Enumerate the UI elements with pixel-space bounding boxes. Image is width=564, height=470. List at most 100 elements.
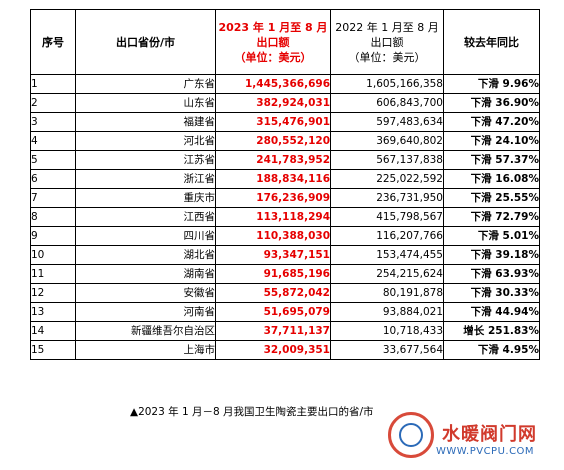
table-row: 11 湖南省 91,685,196 254,215,624 下滑 63.93% [30,264,540,284]
watermark-logo-icon [388,412,434,458]
row-province: 江苏省 [75,150,216,170]
row-index: 3 [30,112,76,132]
row-export-2022: 606,843,700 [330,93,444,113]
row-index: 12 [30,283,76,303]
row-export-2023: 280,552,120 [215,131,331,151]
row-index: 8 [30,207,76,227]
header-2022: 2022 年 1 月至 8 月 出口额 （单位：美元） [330,9,444,75]
row-index: 2 [30,93,76,113]
row-yoy-change: 下滑 44.94% [443,302,540,322]
export-table: 序号 出口省份/市 2023 年 1 月至 8 月 出口额 （单位：美元） 20… [30,9,540,360]
row-export-2023: 188,834,116 [215,169,331,189]
table-row: 7 重庆市 176,236,909 236,731,950 下滑 25.55% [30,188,540,208]
row-export-2022: 415,798,567 [330,207,444,227]
row-province: 湖南省 [75,264,216,284]
header-2022-line3: （单位：美元） [348,50,426,64]
row-index: 4 [30,131,76,151]
row-yoy-change: 下滑 39.18% [443,245,540,265]
row-export-2022: 369,640,802 [330,131,444,151]
row-province: 安徽省 [75,283,216,303]
row-index: 14 [30,321,76,341]
row-province: 河南省 [75,302,216,322]
table-row: 14 新疆维吾尔自治区 37,711,137 10,718,433 增长 251.83% [30,321,540,341]
table-row: 10 湖北省 93,347,151 153,474,455 下滑 39.18% [30,245,540,265]
row-yoy-change: 下滑 5.01% [443,226,540,246]
row-export-2023: 93,347,151 [215,245,331,265]
table-caption: ▲2023 年 1 月－8 月我国卫生陶瓷主要出口的省/市 [130,406,374,418]
row-export-2022: 236,731,950 [330,188,444,208]
row-export-2022: 116,207,766 [330,226,444,246]
row-province: 广东省 [75,74,216,94]
row-index: 15 [30,340,76,360]
table-row: 12 安徽省 55,872,042 80,191,878 下滑 30.33% [30,283,540,303]
row-yoy-change: 下滑 24.10% [443,131,540,151]
row-export-2023: 1,445,366,696 [215,74,331,94]
row-export-2023: 241,783,952 [215,150,331,170]
table-row: 9 四川省 110,388,030 116,207,766 下滑 5.01% [30,226,540,246]
table-row: 5 江苏省 241,783,952 567,137,838 下滑 57.37% [30,150,540,170]
header-2023-line3: （单位：美元） [234,50,312,64]
row-export-2022: 1,605,166,358 [330,74,444,94]
row-index: 13 [30,302,76,322]
row-yoy-change: 下滑 47.20% [443,112,540,132]
header-2022-line1: 2022 年 1 月至 8 月 [335,20,439,34]
header-province: 出口省份/市 [75,9,216,75]
row-province: 新疆维吾尔自治区 [75,321,216,341]
header-2022-line2: 出口额 [370,35,404,49]
row-export-2022: 10,718,433 [330,321,444,341]
row-yoy-change: 下滑 63.93% [443,264,540,284]
row-province: 山东省 [75,93,216,113]
table-row: 8 江西省 113,118,294 415,798,567 下滑 72.79% [30,207,540,227]
row-yoy-change: 下滑 4.95% [443,340,540,360]
watermark-site-url: WWW.PVCPU.COM [436,446,535,457]
row-export-2023: 176,236,909 [215,188,331,208]
header-2023-line2: 出口额 [256,35,290,49]
row-province: 福建省 [75,112,216,132]
row-index: 10 [30,245,76,265]
row-province: 河北省 [75,131,216,151]
row-yoy-change: 增长 251.83% [443,321,540,341]
row-index: 11 [30,264,76,284]
row-province: 江西省 [75,207,216,227]
row-index: 1 [30,74,76,94]
row-province: 重庆市 [75,188,216,208]
table-header-row: 序号 出口省份/市 2023 年 1 月至 8 月 出口额 （单位：美元） 20… [30,9,540,75]
row-index: 9 [30,226,76,246]
row-index: 6 [30,169,76,189]
row-export-2022: 33,677,564 [330,340,444,360]
row-province: 上海市 [75,340,216,360]
header-index: 序号 [30,9,76,75]
table-row: 6 浙江省 188,834,116 225,022,592 下滑 16.08% [30,169,540,189]
row-export-2023: 113,118,294 [215,207,331,227]
row-export-2023: 32,009,351 [215,340,331,360]
row-export-2022: 80,191,878 [330,283,444,303]
table-row: 3 福建省 315,476,901 597,483,634 下滑 47.20% [30,112,540,132]
row-index: 7 [30,188,76,208]
row-export-2022: 254,215,624 [330,264,444,284]
row-province: 湖北省 [75,245,216,265]
row-export-2023: 91,685,196 [215,264,331,284]
row-export-2022: 153,474,455 [330,245,444,265]
table-row: 2 山东省 382,924,031 606,843,700 下滑 36.90% [30,93,540,113]
header-yoy: 较去年同比 [443,9,540,75]
row-province: 浙江省 [75,169,216,189]
row-export-2023: 55,872,042 [215,283,331,303]
row-index: 5 [30,150,76,170]
row-export-2022: 597,483,634 [330,112,444,132]
row-export-2023: 37,711,137 [215,321,331,341]
table-row: 4 河北省 280,552,120 369,640,802 下滑 24.10% [30,131,540,151]
row-yoy-change: 下滑 25.55% [443,188,540,208]
row-province: 四川省 [75,226,216,246]
row-export-2022: 93,884,021 [330,302,444,322]
table-row: 13 河南省 51,695,079 93,884,021 下滑 44.94% [30,302,540,322]
table-row: 15 上海市 32,009,351 33,677,564 下滑 4.95% [30,340,540,360]
row-yoy-change: 下滑 57.37% [443,150,540,170]
row-yoy-change: 下滑 9.96% [443,74,540,94]
row-export-2023: 382,924,031 [215,93,331,113]
row-yoy-change: 下滑 30.33% [443,283,540,303]
row-export-2023: 51,695,079 [215,302,331,322]
watermark-site-name: 水暖阀门网 [442,424,537,445]
row-yoy-change: 下滑 72.79% [443,207,540,227]
row-yoy-change: 下滑 16.08% [443,169,540,189]
row-export-2022: 225,022,592 [330,169,444,189]
